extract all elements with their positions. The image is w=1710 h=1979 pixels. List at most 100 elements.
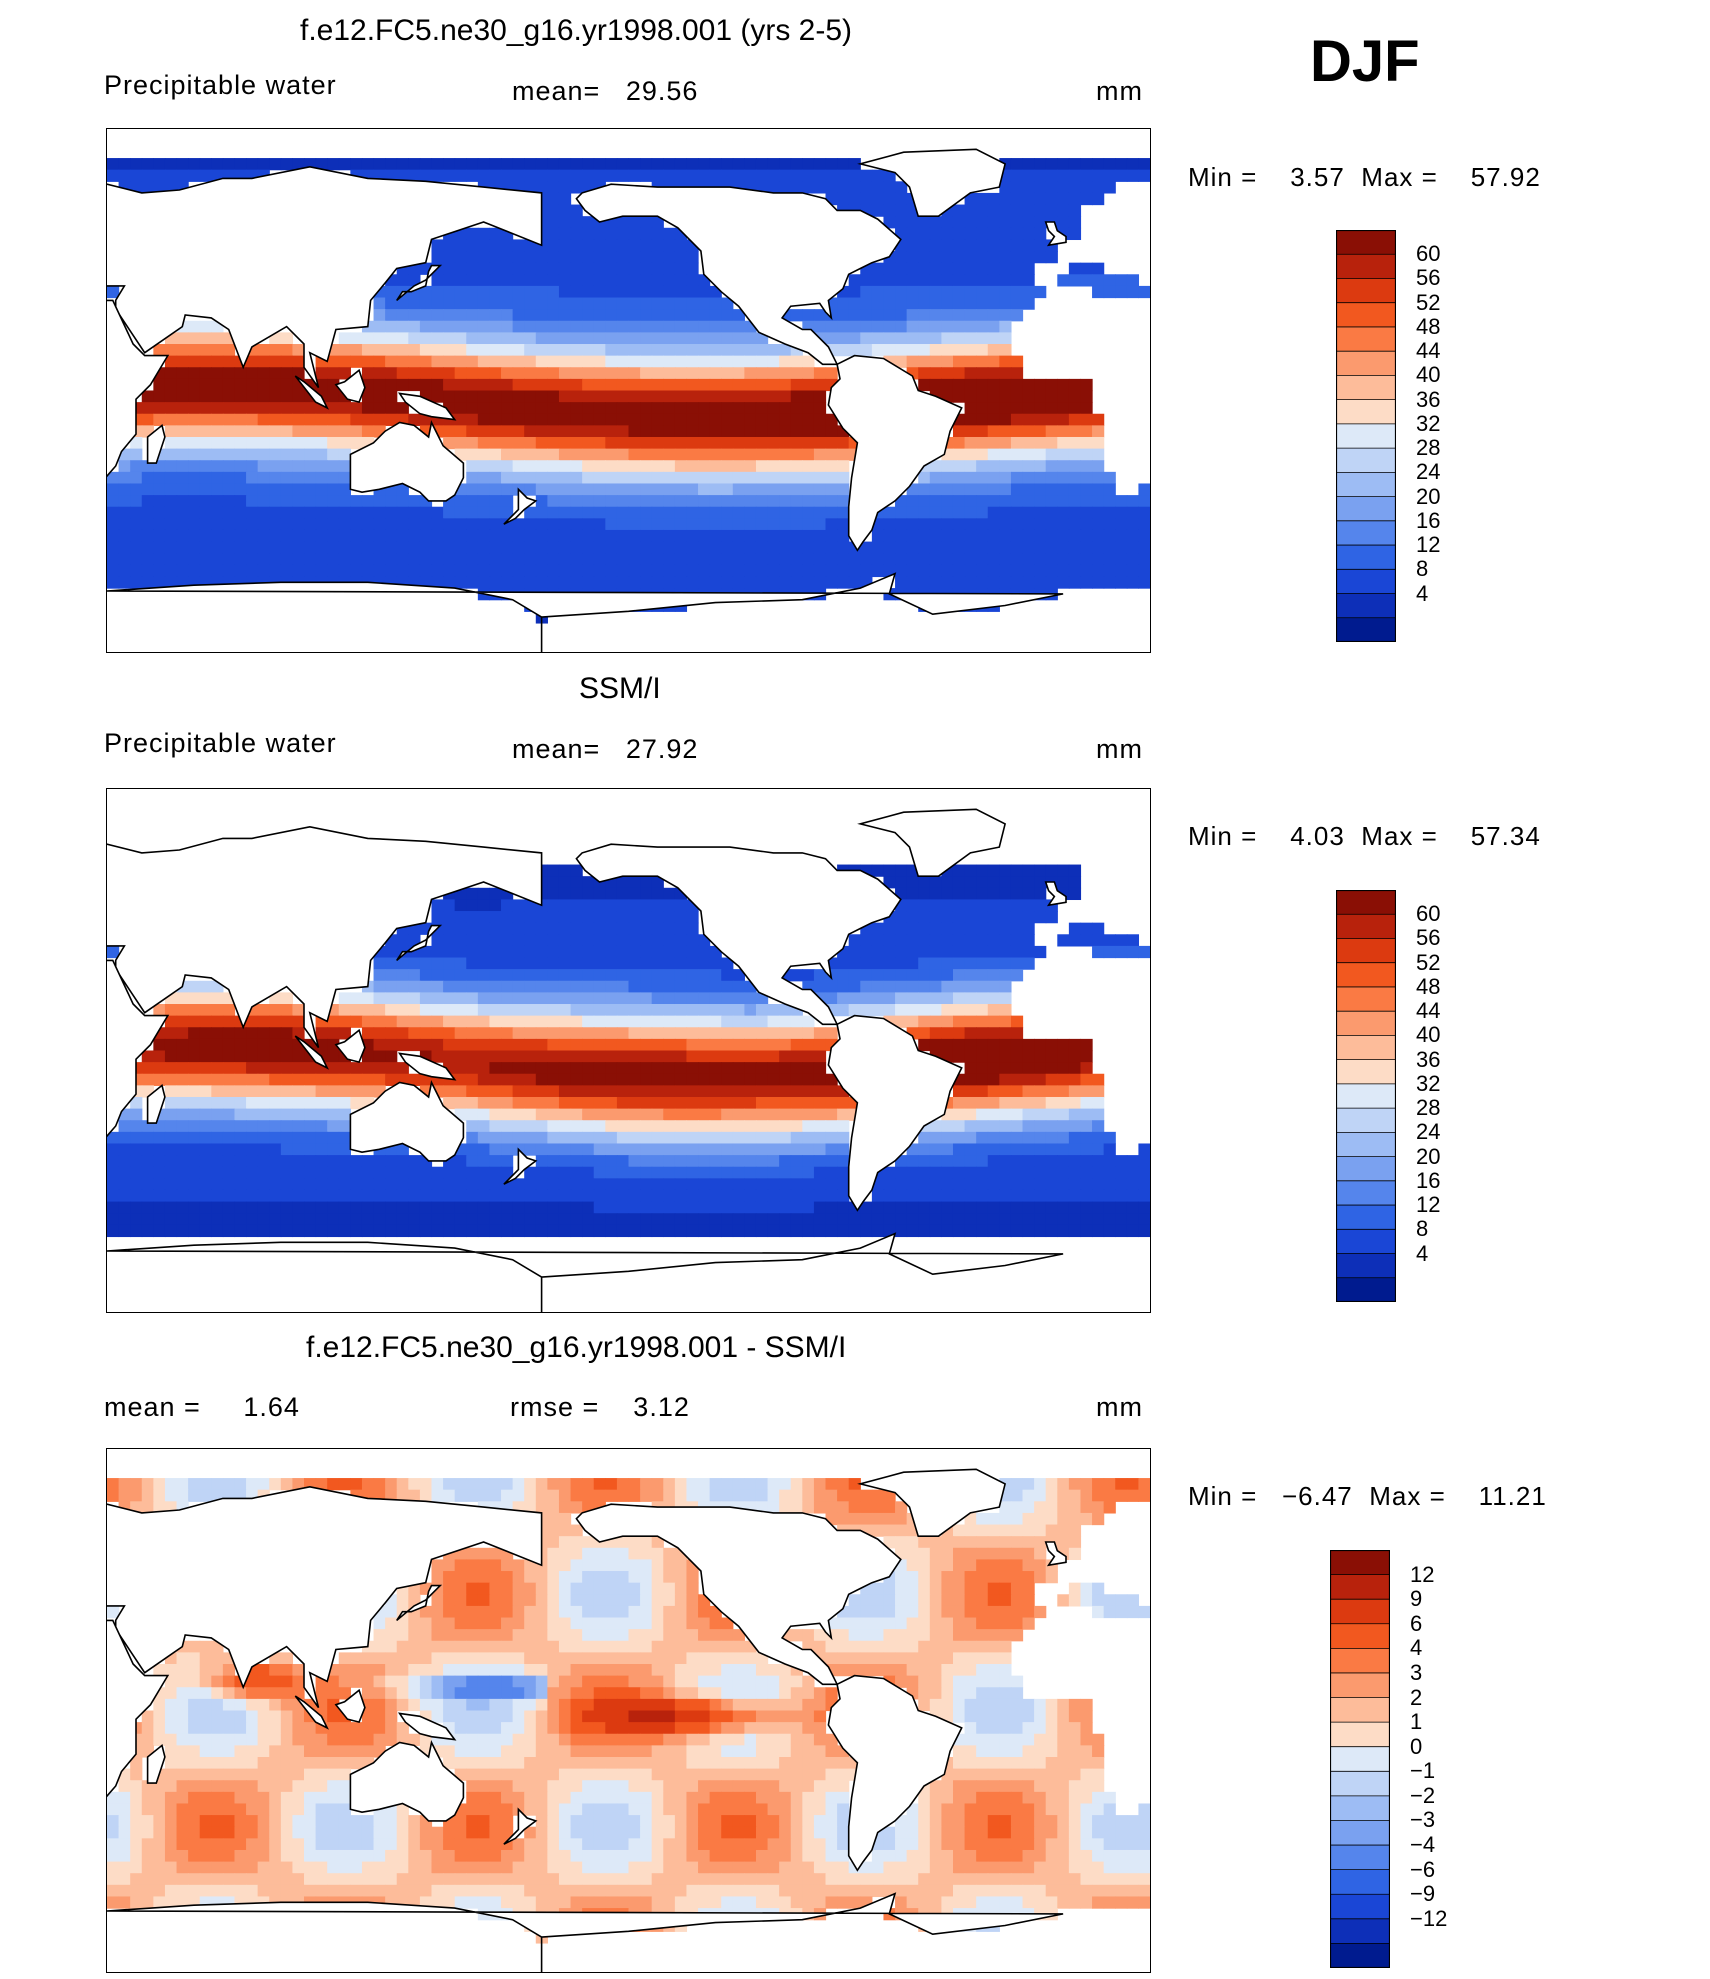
field-cell [964,564,977,578]
field-cell [547,1131,560,1145]
field-cell [443,969,456,982]
field-cell [338,1201,351,1214]
field-cell [396,367,409,380]
coastline-borneo [334,368,366,404]
field-cell [1034,1131,1047,1145]
field-cell [640,1027,653,1040]
field-cell [153,378,166,392]
field-cell [315,1131,328,1145]
field-cell [744,518,757,531]
field-cell [188,1050,201,1063]
field-cell [1080,1155,1093,1168]
field-cell [304,1062,317,1075]
field-cell [1080,471,1093,485]
field-cell [952,887,966,901]
field-cell [952,204,966,217]
field-cell [999,1120,1012,1133]
field-cell [1045,1501,1058,1514]
field-cell [1080,413,1093,426]
field-cell [315,448,328,461]
field-cell [211,483,224,496]
field-cell [547,1224,560,1238]
field-cell [779,367,792,380]
field-cell [755,1155,769,1168]
field-cell [860,541,873,554]
field-cell [663,483,676,496]
field-cell [454,969,467,982]
field-cell [987,1120,1000,1133]
field-cell [964,876,977,889]
field-cell [1045,1166,1058,1179]
field-cell [640,911,653,924]
field-cell [558,1062,572,1075]
field-cell [732,553,745,566]
field-cell [1010,911,1024,924]
field-cell [976,980,989,993]
field-cell [999,1131,1012,1145]
field-cell [964,1038,977,1052]
field-cell [848,1489,861,1502]
field-cell [593,1547,606,1561]
field-cell [744,355,757,368]
field-cell [315,158,328,171]
field-cell [176,1073,189,1086]
field-cell [1138,553,1150,566]
field-cell [269,344,282,357]
field-cell [732,344,745,357]
field-cell [616,1189,630,1203]
field-cell [570,251,583,264]
field-cell [477,390,491,403]
field-cell [477,1096,491,1110]
field-cell [813,1201,827,1214]
field-cell [674,1155,688,1168]
field-cell [246,1096,259,1110]
field-cell [1057,1120,1070,1133]
field-cell [686,262,699,275]
field-cell [860,320,873,333]
field-cell [987,367,1000,380]
field-cell [755,529,769,543]
field-cell [674,1178,688,1191]
field-cell [802,1085,815,1098]
field-cell [570,564,583,578]
field-cell [895,1015,908,1028]
field-cell [790,390,803,403]
field-cell [871,1224,885,1238]
field-cell [1045,1524,1058,1537]
field-cell [361,1178,375,1191]
field-cell [964,1027,977,1040]
field-cell [779,1189,792,1203]
field-cell [501,1571,514,1584]
field-cell [211,553,224,566]
field-cell [501,1096,514,1110]
field-cell [1022,1062,1035,1075]
field-cell [674,576,688,589]
field-cell [361,1213,375,1226]
field-cell [466,1062,479,1075]
field-cell [454,309,467,322]
field-cell [1138,506,1150,519]
field-cell [674,980,688,993]
field-cell [1068,1073,1082,1086]
field-cell [570,1201,583,1214]
field-cell [721,1050,734,1063]
field-cell [605,262,618,275]
field-cell [1126,274,1140,287]
field-cell [802,355,815,368]
field-cell [825,1131,838,1145]
field-cell [1034,1559,1047,1572]
field-cell [454,1027,467,1040]
field-cell [315,425,328,438]
field-cell [199,436,212,450]
field-cell [188,1073,201,1086]
map-field [107,148,1150,652]
field-cell [871,1501,885,1514]
field-cell [593,1201,606,1214]
field-cell [987,1085,1000,1098]
field-cell [489,274,502,287]
field-cell [246,506,259,519]
field-cell [860,934,873,947]
field-cell [929,471,942,485]
field-cell [790,378,803,392]
field-cell [686,448,699,461]
